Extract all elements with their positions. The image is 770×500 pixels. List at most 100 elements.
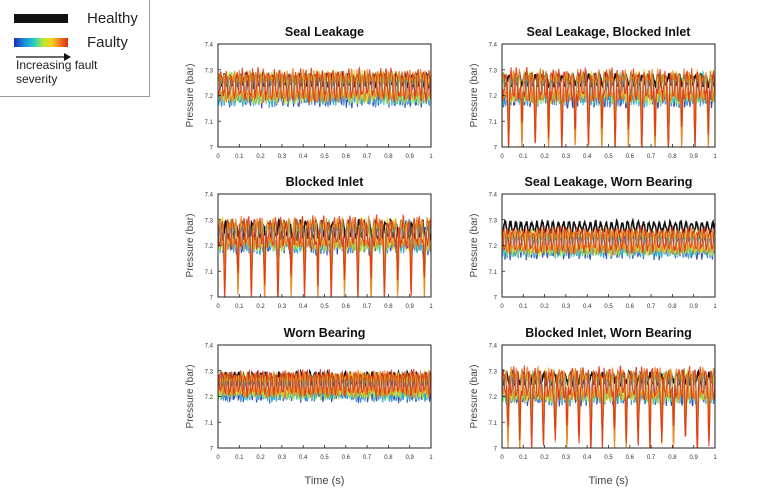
- x-tick-label: 1: [429, 455, 433, 461]
- x-tick-label: 1: [429, 154, 433, 160]
- x-tick-label: 0.6: [626, 154, 635, 160]
- chart-panel: 7 7.1 7.2 7.3 7.4 0 0.1 0.2 0.3 0.4 0.5 0.6 0.7 0.8 0.…: [185, 25, 433, 160]
- series-line-faulty: [218, 213, 431, 297]
- y-tick-label: 7.3: [205, 68, 214, 74]
- x-tick-label: 0.6: [626, 455, 635, 461]
- x-tick-label: 0: [216, 455, 220, 461]
- y-axis-label: Pressure (bar): [185, 64, 196, 128]
- x-tick-label: 0.7: [363, 304, 372, 310]
- series-group: [502, 217, 715, 261]
- x-tick-label: 0.8: [668, 304, 677, 310]
- x-tick-label: 0.8: [384, 154, 393, 160]
- y-axis-label: Pressure (bar): [185, 214, 196, 278]
- x-tick-label: 0.7: [363, 154, 372, 160]
- x-tick-label: 1: [429, 304, 433, 310]
- y-tick-label: 7: [494, 146, 498, 152]
- x-tick-label: 0: [500, 154, 504, 160]
- legend-healthy-label: Healthy: [87, 10, 138, 27]
- y-tick-label: 7: [210, 146, 214, 152]
- y-tick-label: 7.4: [489, 43, 498, 49]
- y-tick-label: 7.2: [205, 395, 214, 401]
- x-tick-label: 0.6: [626, 304, 635, 310]
- x-tick-label: 0.2: [540, 154, 549, 160]
- series-line-faulty: [502, 66, 715, 147]
- x-tick-label: 0.7: [647, 154, 656, 160]
- x-tick-label: 0.2: [256, 154, 265, 160]
- x-tick-label: 0.9: [690, 455, 699, 461]
- x-tick-label: 0.5: [320, 304, 329, 310]
- x-tick-label: 0.9: [690, 304, 699, 310]
- legend-severity-label: Increasing fault severity: [16, 58, 98, 86]
- x-tick-label: 0.9: [406, 154, 415, 160]
- chart-title: Seal Leakage, Worn Bearing: [525, 175, 693, 189]
- x-tick-label: 0.7: [647, 304, 656, 310]
- y-axis-label: Pressure (bar): [469, 214, 480, 278]
- y-tick-label: 7.1: [205, 270, 214, 276]
- y-tick-label: 7.4: [205, 344, 214, 350]
- x-tick-label: 0.3: [562, 304, 571, 310]
- x-tick-label: 0.6: [342, 154, 351, 160]
- y-tick-label: 7.3: [205, 369, 214, 375]
- y-tick-label: 7.1: [205, 421, 214, 427]
- chart-title: Seal Leakage: [285, 25, 364, 39]
- x-tick-label: 0.8: [668, 455, 677, 461]
- y-tick-label: 7.3: [205, 218, 214, 224]
- x-tick-label: 0.5: [604, 455, 613, 461]
- chart-panel: 7 7.1 7.2 7.3 7.4 0 0.1 0.2 0.3 0.4 0.5 0.6 0.7 0.8 0.…: [469, 326, 717, 487]
- x-tick-label: 0.8: [668, 154, 677, 160]
- x-tick-label: 0.1: [519, 154, 528, 160]
- y-tick-label: 7.3: [489, 369, 498, 375]
- right-arrow-icon: [16, 53, 71, 61]
- x-tick-label: 0.6: [342, 304, 351, 310]
- x-tick-label: 0.5: [604, 154, 613, 160]
- y-tick-label: 7.2: [205, 94, 214, 100]
- series-line-faulty: [218, 368, 431, 399]
- y-tick-label: 7.4: [205, 193, 214, 199]
- x-tick-label: 0: [216, 304, 220, 310]
- x-axis-label: Time (s): [305, 475, 345, 487]
- x-tick-label: 0.9: [406, 455, 415, 461]
- x-tick-label: 0.1: [235, 154, 244, 160]
- x-tick-label: 0.4: [299, 154, 308, 160]
- legend-faulty-swatch: [14, 38, 68, 47]
- series-group: [218, 66, 431, 109]
- x-tick-label: 0.2: [540, 304, 549, 310]
- x-tick-label: 0.8: [384, 304, 393, 310]
- series-group: [502, 365, 715, 448]
- y-tick-label: 7.1: [489, 270, 498, 276]
- y-axis-label: Pressure (bar): [185, 365, 196, 429]
- series-line-faulty: [218, 368, 431, 399]
- x-tick-label: 0.2: [540, 455, 549, 461]
- series-line-faulty: [502, 225, 715, 255]
- series-group: [502, 66, 715, 147]
- x-tick-label: 0.5: [320, 455, 329, 461]
- x-tick-label: 0.4: [583, 455, 592, 461]
- series-group: [218, 213, 431, 297]
- y-tick-label: 7.3: [489, 218, 498, 224]
- series-line-faulty: [218, 66, 431, 103]
- chart-title: Blocked Inlet: [286, 175, 365, 189]
- chart-panel: 7 7.1 7.2 7.3 7.4 0 0.1 0.2 0.3 0.4 0.5 0.6 0.7 0.8 0.…: [469, 25, 717, 160]
- x-tick-label: 0.6: [342, 455, 351, 461]
- chart-title: Worn Bearing: [284, 326, 366, 340]
- y-tick-label: 7.1: [205, 120, 214, 126]
- y-axis-label: Pressure (bar): [469, 64, 480, 128]
- chart-panel: 7 7.1 7.2 7.3 7.4 0 0.1 0.2 0.3 0.4 0.5 0.6 0.7 0.8 0.…: [469, 175, 717, 310]
- y-tick-label: 7.3: [489, 68, 498, 74]
- x-tick-label: 0.3: [278, 455, 287, 461]
- y-tick-label: 7: [210, 296, 214, 302]
- y-tick-label: 7.2: [489, 94, 498, 100]
- x-tick-label: 0.3: [562, 154, 571, 160]
- x-tick-label: 0.4: [299, 304, 308, 310]
- x-tick-label: 0: [500, 304, 504, 310]
- x-tick-label: 0.9: [690, 154, 699, 160]
- y-tick-label: 7.4: [205, 43, 214, 49]
- x-tick-label: 0.2: [256, 304, 265, 310]
- x-tick-label: 0.4: [583, 154, 592, 160]
- y-tick-label: 7.2: [489, 244, 498, 250]
- x-tick-label: 0.3: [278, 304, 287, 310]
- x-axis-label: Time (s): [589, 475, 629, 487]
- legend-healthy-swatch: [14, 14, 68, 23]
- x-tick-label: 0.4: [299, 455, 308, 461]
- legend: Healthy Faulty Increasing fault severity: [0, 0, 150, 97]
